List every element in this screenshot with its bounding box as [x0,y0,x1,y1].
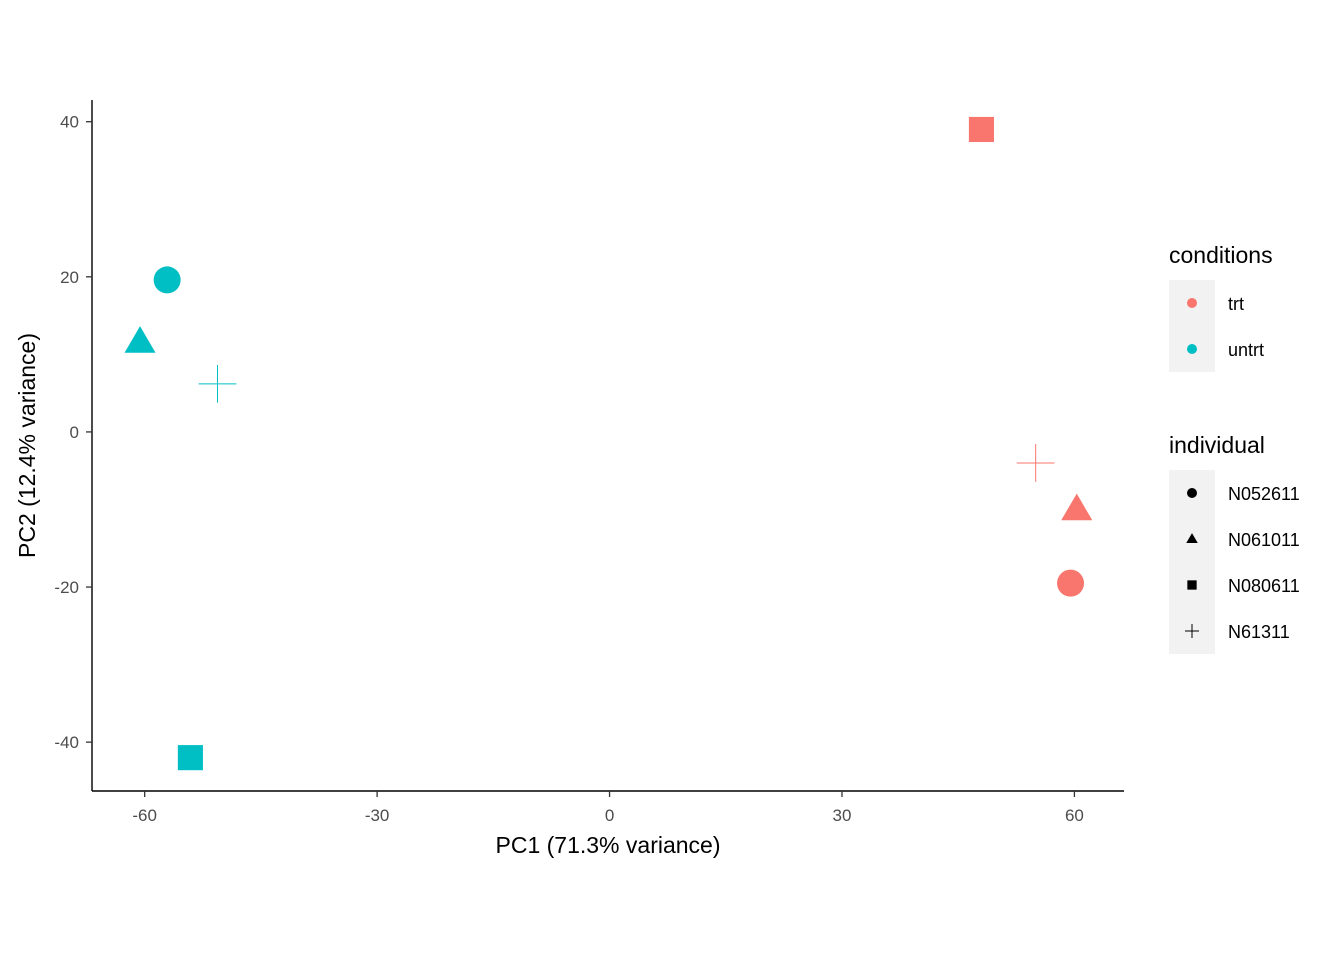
legend-key-n61311 [1185,624,1199,638]
point-trt-n052611 [1057,569,1085,597]
legend-label-n080611: N080611 [1228,576,1300,596]
x-tick-label: 0 [605,806,614,825]
data-points [124,116,1093,771]
y-tick-label: -40 [54,733,79,752]
legend-label-n061011: N061011 [1228,530,1300,550]
x-axis-title: PC1 (71.3% variance) [496,832,721,858]
point-trt-n080611 [968,116,994,143]
x-tick-label: 30 [833,806,852,825]
y-tick-label: 0 [70,423,79,442]
point-trt-n61311 [1016,444,1055,482]
legend-label-trt: trt [1228,294,1244,314]
x-tick-label: -30 [365,806,390,825]
y-tick-label: 20 [60,268,79,287]
x-tick-label: -60 [132,806,157,825]
point-untrt-n061011 [124,326,156,353]
legend-title-individual: individual [1169,432,1265,458]
y-tick-label: -20 [54,578,79,597]
legend-label-n61311: N61311 [1228,622,1290,642]
legend-key-trt [1187,298,1197,308]
point-untrt-n052611 [153,266,181,294]
point-untrt-n080611 [177,745,203,771]
y-axis-title: PC2 (12.4% variance) [14,333,40,558]
point-trt-n061011 [1061,493,1093,521]
y-tick-label: 40 [60,113,79,132]
point-untrt-n61311 [198,364,237,403]
legend-key-n061011 [1186,533,1198,543]
legend-key-untrt [1187,344,1197,354]
legend-label-untrt: untrt [1228,340,1264,360]
legends: conditions trt untrt individual N052611 N0610… [1169,242,1300,654]
legend-label-n052611: N052611 [1228,484,1300,504]
x-tick-label: 60 [1065,806,1084,825]
legend-key-n080611 [1187,580,1197,590]
legend-title-conditions: conditions [1169,242,1273,268]
axes: -60 -30 0 30 60 40 20 0 -20 -40 [54,100,1124,825]
legend-key-n052611 [1187,488,1197,498]
